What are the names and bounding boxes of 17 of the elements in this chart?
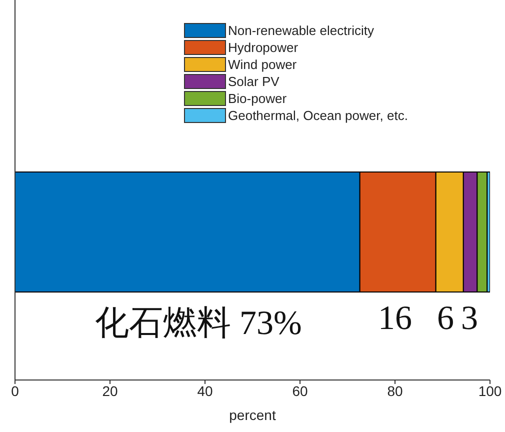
annotation: 16 (378, 300, 412, 338)
x-tick-label: 100 (478, 382, 502, 399)
x-axis-title: percent (229, 407, 276, 423)
x-tick-label: 20 (102, 382, 118, 399)
legend-label: Geothermal, Ocean power, etc. (228, 108, 408, 123)
legend-label: Non-renewable electricity (228, 23, 374, 38)
x-tick-label: 80 (387, 382, 403, 399)
legend-label: Solar PV (228, 74, 280, 89)
annotation: 化石燃料 73% (95, 304, 302, 344)
annotation: 3 (461, 300, 478, 338)
x-tick-label: 60 (292, 382, 308, 399)
legend-label: Hydropower (228, 40, 298, 55)
legend-label: Wind power (228, 57, 297, 72)
annotation: 6 (437, 300, 454, 338)
legend-label: Bio-power (228, 91, 287, 106)
x-tick-label: 0 (11, 382, 20, 399)
x-tick-label: 40 (197, 382, 213, 399)
